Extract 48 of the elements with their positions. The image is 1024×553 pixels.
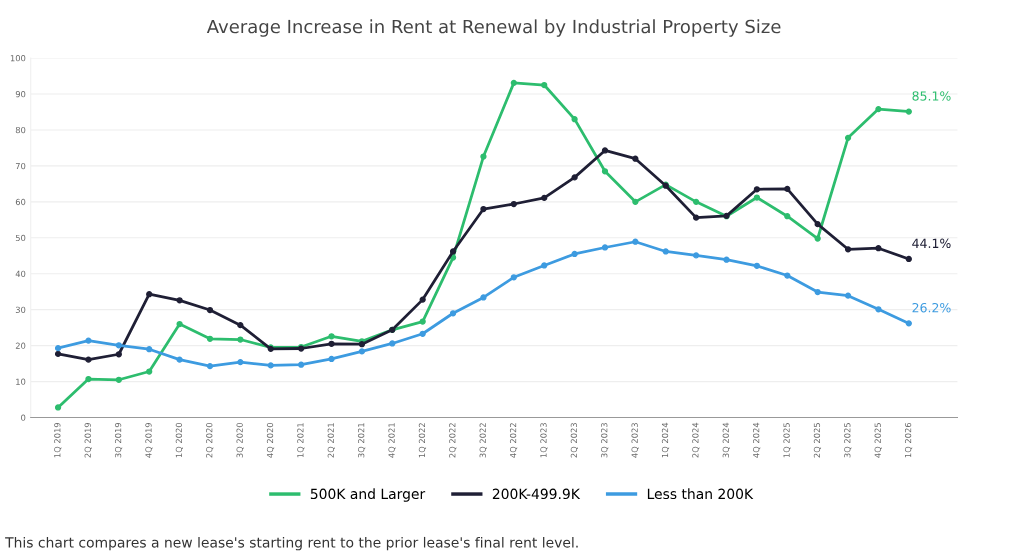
x-tick-label: 1Q 2020 [175, 422, 183, 458]
x-tick-label: 2Q 2023 [570, 423, 578, 458]
legend-label: 200K-499.9K [492, 488, 581, 500]
x-tick-label: 1Q 2019 [54, 422, 62, 458]
y-tick-label: 100 [10, 55, 26, 62]
x-tick-label: 3Q 2021 [358, 423, 366, 458]
x-tick-label: 2Q 2019 [84, 422, 92, 458]
chart-title: Average Increase in Rent at Renewal by Industrial Property Size [206, 19, 781, 37]
y-tick-label: 0 [21, 414, 26, 421]
annotation: 44.1% [912, 238, 951, 249]
x-tick-label: 1Q 2022 [418, 423, 427, 458]
x-tick-label: 1Q 2025 [783, 423, 791, 458]
x-tick-label: 3Q 2019 [114, 422, 123, 458]
y-tick-label: 50 [15, 234, 26, 242]
x-tick-label: 4Q 2024 [753, 422, 761, 458]
annotation: 85.1% [912, 91, 951, 101]
text: This chart compares a new lease's starting rent to the prior lease's final rent level. [5, 536, 578, 551]
x-tick-label: 4Q 2022 [509, 423, 518, 458]
x-tick-label: 1Q 2021 [297, 423, 305, 458]
x-tick-label: 4Q 2021 [388, 423, 396, 458]
y-tick-label: 30 [15, 306, 26, 313]
x-tick-label: 2Q 2021 [327, 423, 335, 458]
x-tick-label: 4Q 2019 [145, 422, 153, 458]
x-tick-label: 1Q 2026 [904, 422, 913, 458]
x-tick-label: 4Q 2025 [874, 423, 882, 458]
x-tick-label: 4Q 2020 [266, 422, 275, 458]
x-tick-label: 1Q 2023 [540, 423, 548, 458]
x-tick-label: 3Q 2020 [236, 422, 244, 458]
x-tick-label: 2Q 2020 [206, 422, 214, 458]
x-tick-label: 3Q 2023 [601, 423, 609, 458]
x-tick-label: 3Q 2025 [844, 423, 852, 458]
x-tick-label: 2Q 2025 [813, 423, 822, 458]
y-tick-label: 10 [16, 378, 26, 385]
annotation: 26.2% [912, 302, 951, 313]
y-tick-label: 70 [15, 162, 26, 170]
y-tick-label: 20 [15, 342, 26, 349]
x-tick-label: 4Q 2023 [631, 423, 639, 458]
y-tick-label: 90 [15, 90, 26, 98]
x-tick-label: 2Q 2024 [692, 422, 700, 458]
legend-label: Less than 200K [647, 488, 754, 500]
legend-label: 500K and Larger [310, 488, 426, 502]
y-tick-label: 80 [15, 126, 26, 134]
x-tick-label: 3Q 2022 [479, 423, 487, 458]
x-tick-label: 1Q 2024 [661, 422, 670, 458]
x-tick-label: 2Q 2022 [449, 423, 457, 458]
x-tick-label: 3Q 2024 [722, 422, 730, 458]
y-tick-label: 60 [15, 198, 26, 206]
y-tick-label: 40 [15, 270, 26, 278]
